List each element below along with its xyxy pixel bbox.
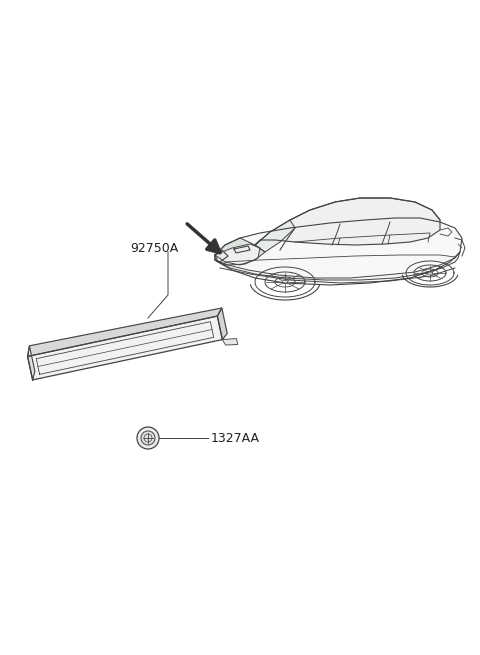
Circle shape <box>137 427 159 449</box>
Text: 92750A: 92750A <box>130 242 178 255</box>
Polygon shape <box>255 220 295 252</box>
Polygon shape <box>215 238 265 265</box>
Polygon shape <box>222 339 238 345</box>
Polygon shape <box>215 218 462 285</box>
Text: 1327AA: 1327AA <box>211 432 260 445</box>
Circle shape <box>141 431 155 445</box>
Polygon shape <box>215 252 460 280</box>
Polygon shape <box>215 244 260 265</box>
Polygon shape <box>215 250 228 262</box>
Polygon shape <box>217 308 227 339</box>
Polygon shape <box>28 308 222 356</box>
Polygon shape <box>28 346 35 380</box>
Polygon shape <box>28 316 222 380</box>
Polygon shape <box>255 198 440 245</box>
